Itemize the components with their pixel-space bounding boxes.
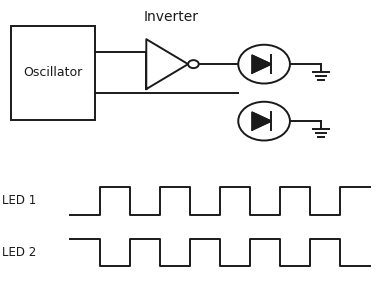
Text: Oscillator: Oscillator: [24, 66, 83, 79]
Circle shape: [238, 45, 290, 84]
Bar: [11, 26, 95, 120]
Circle shape: [238, 102, 290, 141]
Polygon shape: [252, 55, 271, 73]
Text: Inverter: Inverter: [144, 9, 198, 23]
Polygon shape: [252, 112, 271, 130]
Circle shape: [188, 60, 199, 68]
Text: LED 2: LED 2: [2, 246, 36, 259]
Text: LED 1: LED 1: [2, 194, 36, 207]
